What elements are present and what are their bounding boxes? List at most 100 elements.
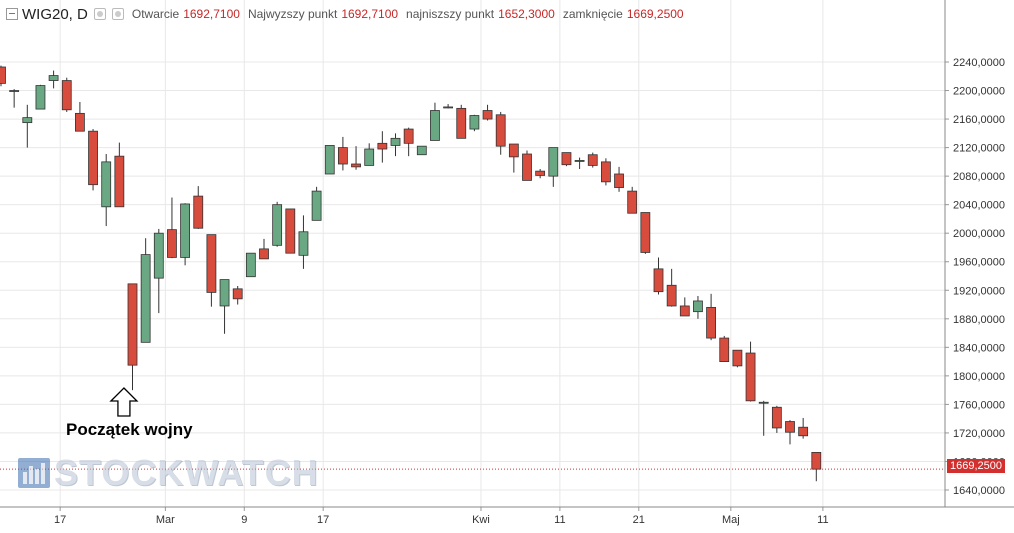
candle xyxy=(666,268,677,307)
candle xyxy=(167,197,177,259)
candle-body xyxy=(732,349,743,367)
candle xyxy=(627,186,638,214)
candle xyxy=(377,131,388,163)
candle-body xyxy=(522,153,532,181)
candle-body xyxy=(390,137,401,146)
candle-body xyxy=(758,401,769,404)
candle-body xyxy=(719,337,730,362)
candle-body xyxy=(127,283,138,366)
candle-body xyxy=(324,145,335,175)
y-tick-label: 2080,0000 xyxy=(953,171,1005,183)
candle xyxy=(495,111,506,155)
candle xyxy=(745,341,756,402)
candle xyxy=(219,279,230,334)
candle xyxy=(324,145,335,175)
candle xyxy=(653,257,664,295)
candle-body xyxy=(48,75,59,81)
high-value: 1692,7100 xyxy=(341,7,399,21)
candle xyxy=(693,295,703,319)
candle-body xyxy=(272,204,283,246)
candle xyxy=(180,203,191,266)
candle xyxy=(35,84,46,110)
candle xyxy=(364,143,375,166)
candle-body xyxy=(22,117,33,124)
candle-body xyxy=(693,300,703,313)
candle xyxy=(771,405,782,433)
bar-chart-icon xyxy=(18,458,50,488)
candle xyxy=(298,215,309,269)
x-tick-label: 17 xyxy=(54,514,66,526)
candle-series xyxy=(0,65,822,482)
candle-body xyxy=(653,268,664,293)
candle xyxy=(640,212,651,254)
candle xyxy=(193,186,204,229)
candle-body xyxy=(351,163,361,168)
war-start-annotation: Początek wojny xyxy=(66,420,193,439)
candle-body xyxy=(206,234,217,293)
candle xyxy=(285,208,296,254)
candle xyxy=(272,201,283,247)
settings-icon[interactable] xyxy=(93,8,106,20)
candle-body xyxy=(311,190,322,221)
candle xyxy=(456,104,467,139)
candle-body xyxy=(679,305,690,317)
y-tick-label: 2000,0000 xyxy=(953,228,1005,240)
candle xyxy=(9,89,20,108)
candle-body xyxy=(640,212,651,253)
candle-body xyxy=(219,279,230,307)
y-tick-label: 1720,0000 xyxy=(953,428,1005,440)
candle xyxy=(430,102,440,141)
candle xyxy=(245,252,256,278)
candle-body xyxy=(9,90,20,92)
candle-body xyxy=(61,80,72,111)
candle xyxy=(390,133,401,157)
candle-body xyxy=(548,147,559,177)
candle-body xyxy=(614,173,624,188)
open-value: 1692,7100 xyxy=(183,7,240,21)
candle-body xyxy=(0,66,6,84)
close-label: zamknięcie xyxy=(562,7,623,21)
candle xyxy=(443,104,454,109)
arrow-up-icon xyxy=(109,387,139,417)
y-tick-label: 1800,0000 xyxy=(953,371,1005,383)
candle xyxy=(88,129,98,191)
candle-body xyxy=(495,114,506,147)
candle-body xyxy=(469,115,480,130)
candle-body xyxy=(167,229,177,258)
low-value: 1652,3000 xyxy=(498,7,555,21)
symbol-label[interactable]: WIG20, D xyxy=(22,5,88,23)
candle-body xyxy=(298,231,309,256)
x-tick-label: 9 xyxy=(241,514,247,526)
close-value: 1669,2500 xyxy=(626,7,684,21)
candle xyxy=(22,104,33,148)
candle-body xyxy=(561,152,572,166)
x-tick-label: 17 xyxy=(317,514,329,526)
x-tick-label: Maj xyxy=(722,514,740,526)
chart-legend: WIG20, D Otwarcie 1692,7100 Najwyzszy pu… xyxy=(6,4,684,24)
y-tick-label: 1920,0000 xyxy=(953,285,1005,297)
candle-body xyxy=(259,248,269,260)
y-tick-label: 2200,0000 xyxy=(953,86,1005,98)
candle-body xyxy=(88,130,98,186)
candle-body xyxy=(811,452,822,470)
candle-body xyxy=(771,406,782,429)
candle-body xyxy=(745,352,756,402)
candle xyxy=(785,420,795,445)
candle-body xyxy=(193,195,204,229)
collapse-icon[interactable] xyxy=(6,8,18,20)
candle-body xyxy=(364,148,375,166)
watermark-text: STOCKWATCH xyxy=(54,452,319,493)
candle xyxy=(798,417,809,439)
candle-body xyxy=(245,252,256,278)
candle xyxy=(403,127,414,157)
candle xyxy=(601,158,611,186)
y-tick-label: 1840,0000 xyxy=(953,342,1005,354)
candle-body xyxy=(232,288,243,300)
candle-body xyxy=(337,147,348,165)
candle xyxy=(811,452,822,482)
y-tick-label: 1760,0000 xyxy=(953,399,1005,411)
visibility-icon[interactable] xyxy=(111,8,124,20)
candle xyxy=(482,104,493,121)
candle-body xyxy=(416,145,427,156)
candle xyxy=(679,297,690,317)
